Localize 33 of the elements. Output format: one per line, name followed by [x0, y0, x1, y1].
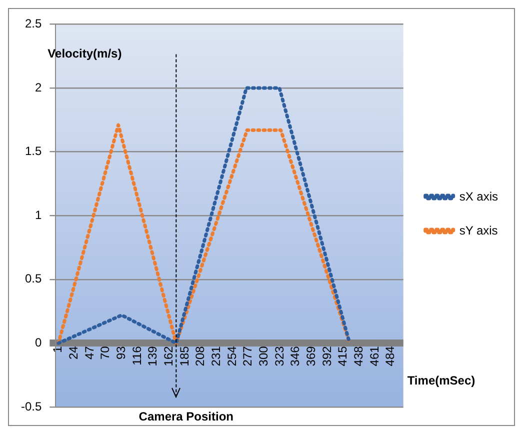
x-tick-label: 93	[114, 346, 128, 360]
x-tick-label: 70	[98, 346, 112, 360]
y-axis-title: Velocity(m/s)	[48, 46, 122, 61]
y-tick-label: 1	[34, 208, 42, 222]
x-tick-label: 162	[162, 346, 176, 366]
y-tick-label: 2	[34, 80, 42, 94]
x-tick-label: 277	[240, 346, 255, 366]
y-tick-label: -0.5	[20, 399, 42, 414]
x-tick-label: 231	[209, 346, 224, 366]
x-tick-label: 300	[256, 346, 271, 366]
y-tick-label: 0.5	[24, 272, 42, 286]
x-tick-label: 392	[320, 346, 334, 366]
x-tick-label: 254	[224, 346, 239, 366]
x-axis-title: Time(mSec)	[407, 374, 476, 388]
x-tick-label: 369	[304, 346, 318, 366]
x-tick-label: 484	[383, 346, 398, 366]
x-tick-label: 461	[367, 346, 382, 366]
y-tick-label: 1.5	[24, 144, 42, 158]
legend-label: sX axis	[459, 189, 498, 204]
x-tick-label: 47	[82, 346, 96, 360]
x-tick-label: 346	[288, 346, 302, 366]
legend-label: sY axis	[459, 223, 498, 238]
x-tick-label: 208	[193, 346, 208, 366]
x-tick-label: 415	[336, 346, 350, 366]
x-tick-label: 438	[352, 346, 366, 366]
ref-line-label: Camera Position	[138, 409, 234, 424]
y-tick-label: 0	[34, 336, 42, 350]
x-tick-label: 116	[130, 346, 144, 366]
x-tick-label: 185	[177, 346, 192, 366]
y-tick-label: 2.5	[24, 16, 42, 31]
x-tick-label: 24	[66, 346, 81, 360]
x-tick-label: 323	[272, 346, 286, 366]
x-tick-label: 139	[146, 346, 160, 366]
